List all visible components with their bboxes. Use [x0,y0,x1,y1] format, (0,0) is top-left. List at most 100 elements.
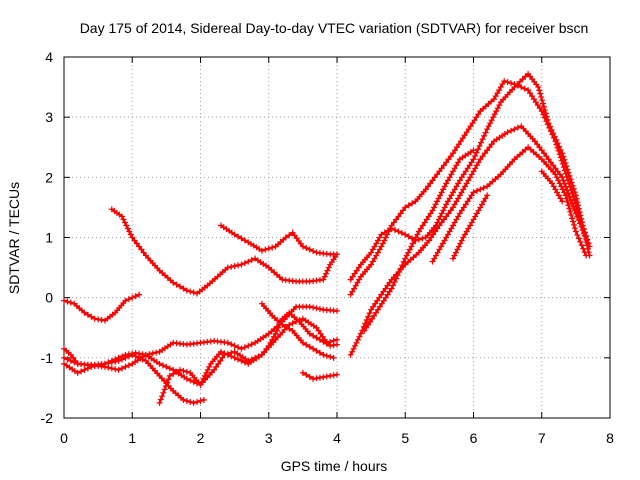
data-point [422,186,429,193]
data-point [550,162,557,169]
y-tick-label: 3 [45,109,53,125]
data-point [484,147,491,154]
data-point [425,213,432,220]
data-point [429,207,436,214]
data-point [306,373,313,380]
data-point [552,165,559,172]
data-point [374,306,381,313]
data-point [535,84,542,91]
data-point [115,357,122,364]
data-point [450,168,457,175]
data-point [463,129,470,136]
data-point [180,396,187,403]
data-point [319,333,326,340]
data-point [183,375,190,382]
data-point [258,247,265,254]
data-point [310,332,317,339]
data-point [521,85,528,92]
data-point [245,258,252,265]
data-point [245,342,252,349]
data-point [362,320,369,327]
data-point [488,141,495,148]
data-point [419,235,426,242]
data-point [434,249,441,256]
data-point [183,397,190,404]
data-point [450,222,457,229]
data-point [363,317,370,324]
data-point [129,351,136,358]
data-point [316,336,323,343]
data-point [586,243,593,250]
data-point [347,351,354,358]
data-point [369,315,376,322]
data-point [324,267,331,274]
data-point [327,353,334,360]
data-point [354,336,361,343]
data-point [494,105,501,112]
data-point [577,215,584,222]
data-point [156,399,163,406]
data-point [451,186,458,193]
data-point [217,348,224,355]
data-point [238,235,245,242]
data-point [405,233,412,240]
data-point [330,372,337,379]
data-point [374,249,381,256]
data-point [197,397,204,404]
data-point [299,339,306,346]
data-point [548,180,555,187]
data-point [183,287,190,294]
data-point [406,246,413,253]
data-point [403,252,410,259]
data-point [574,206,581,213]
data-point [70,354,77,361]
data-point [501,78,508,85]
data-point [371,312,378,319]
data-point [228,341,235,348]
data-point [568,186,575,193]
data-point [443,201,450,208]
data-point [572,228,579,235]
data-point [448,171,455,178]
data-point [378,243,385,250]
data-point [434,198,441,205]
data-point [217,357,224,364]
data-point [379,240,386,247]
data-point [481,132,488,139]
data-point [472,213,479,220]
data-point [414,231,421,238]
data-point [380,288,387,295]
data-point [310,345,317,352]
data-point [180,367,187,374]
data-point [564,198,571,205]
y-tick-label: 2 [45,169,53,185]
data-point [313,347,320,354]
data-point [303,245,310,252]
data-point [282,234,289,241]
data-point [84,311,91,318]
data-point [479,201,486,208]
data-point [405,249,412,256]
data-point [385,228,392,235]
data-point [398,229,405,236]
data-point [157,396,164,403]
data-point [567,197,574,204]
data-point [349,288,356,295]
data-point [461,132,468,139]
series-layer [61,70,593,406]
data-point [534,102,541,109]
data-point [543,118,550,125]
data-point [443,159,450,166]
data-point [173,368,180,375]
data-point [310,304,317,311]
data-point [313,324,320,331]
data-series [217,222,340,258]
data-point [299,369,306,376]
data-point [330,354,337,361]
data-point [159,393,166,400]
data-point [415,236,422,243]
data-point [438,210,445,217]
data-point [448,192,455,199]
data-point [382,294,389,301]
